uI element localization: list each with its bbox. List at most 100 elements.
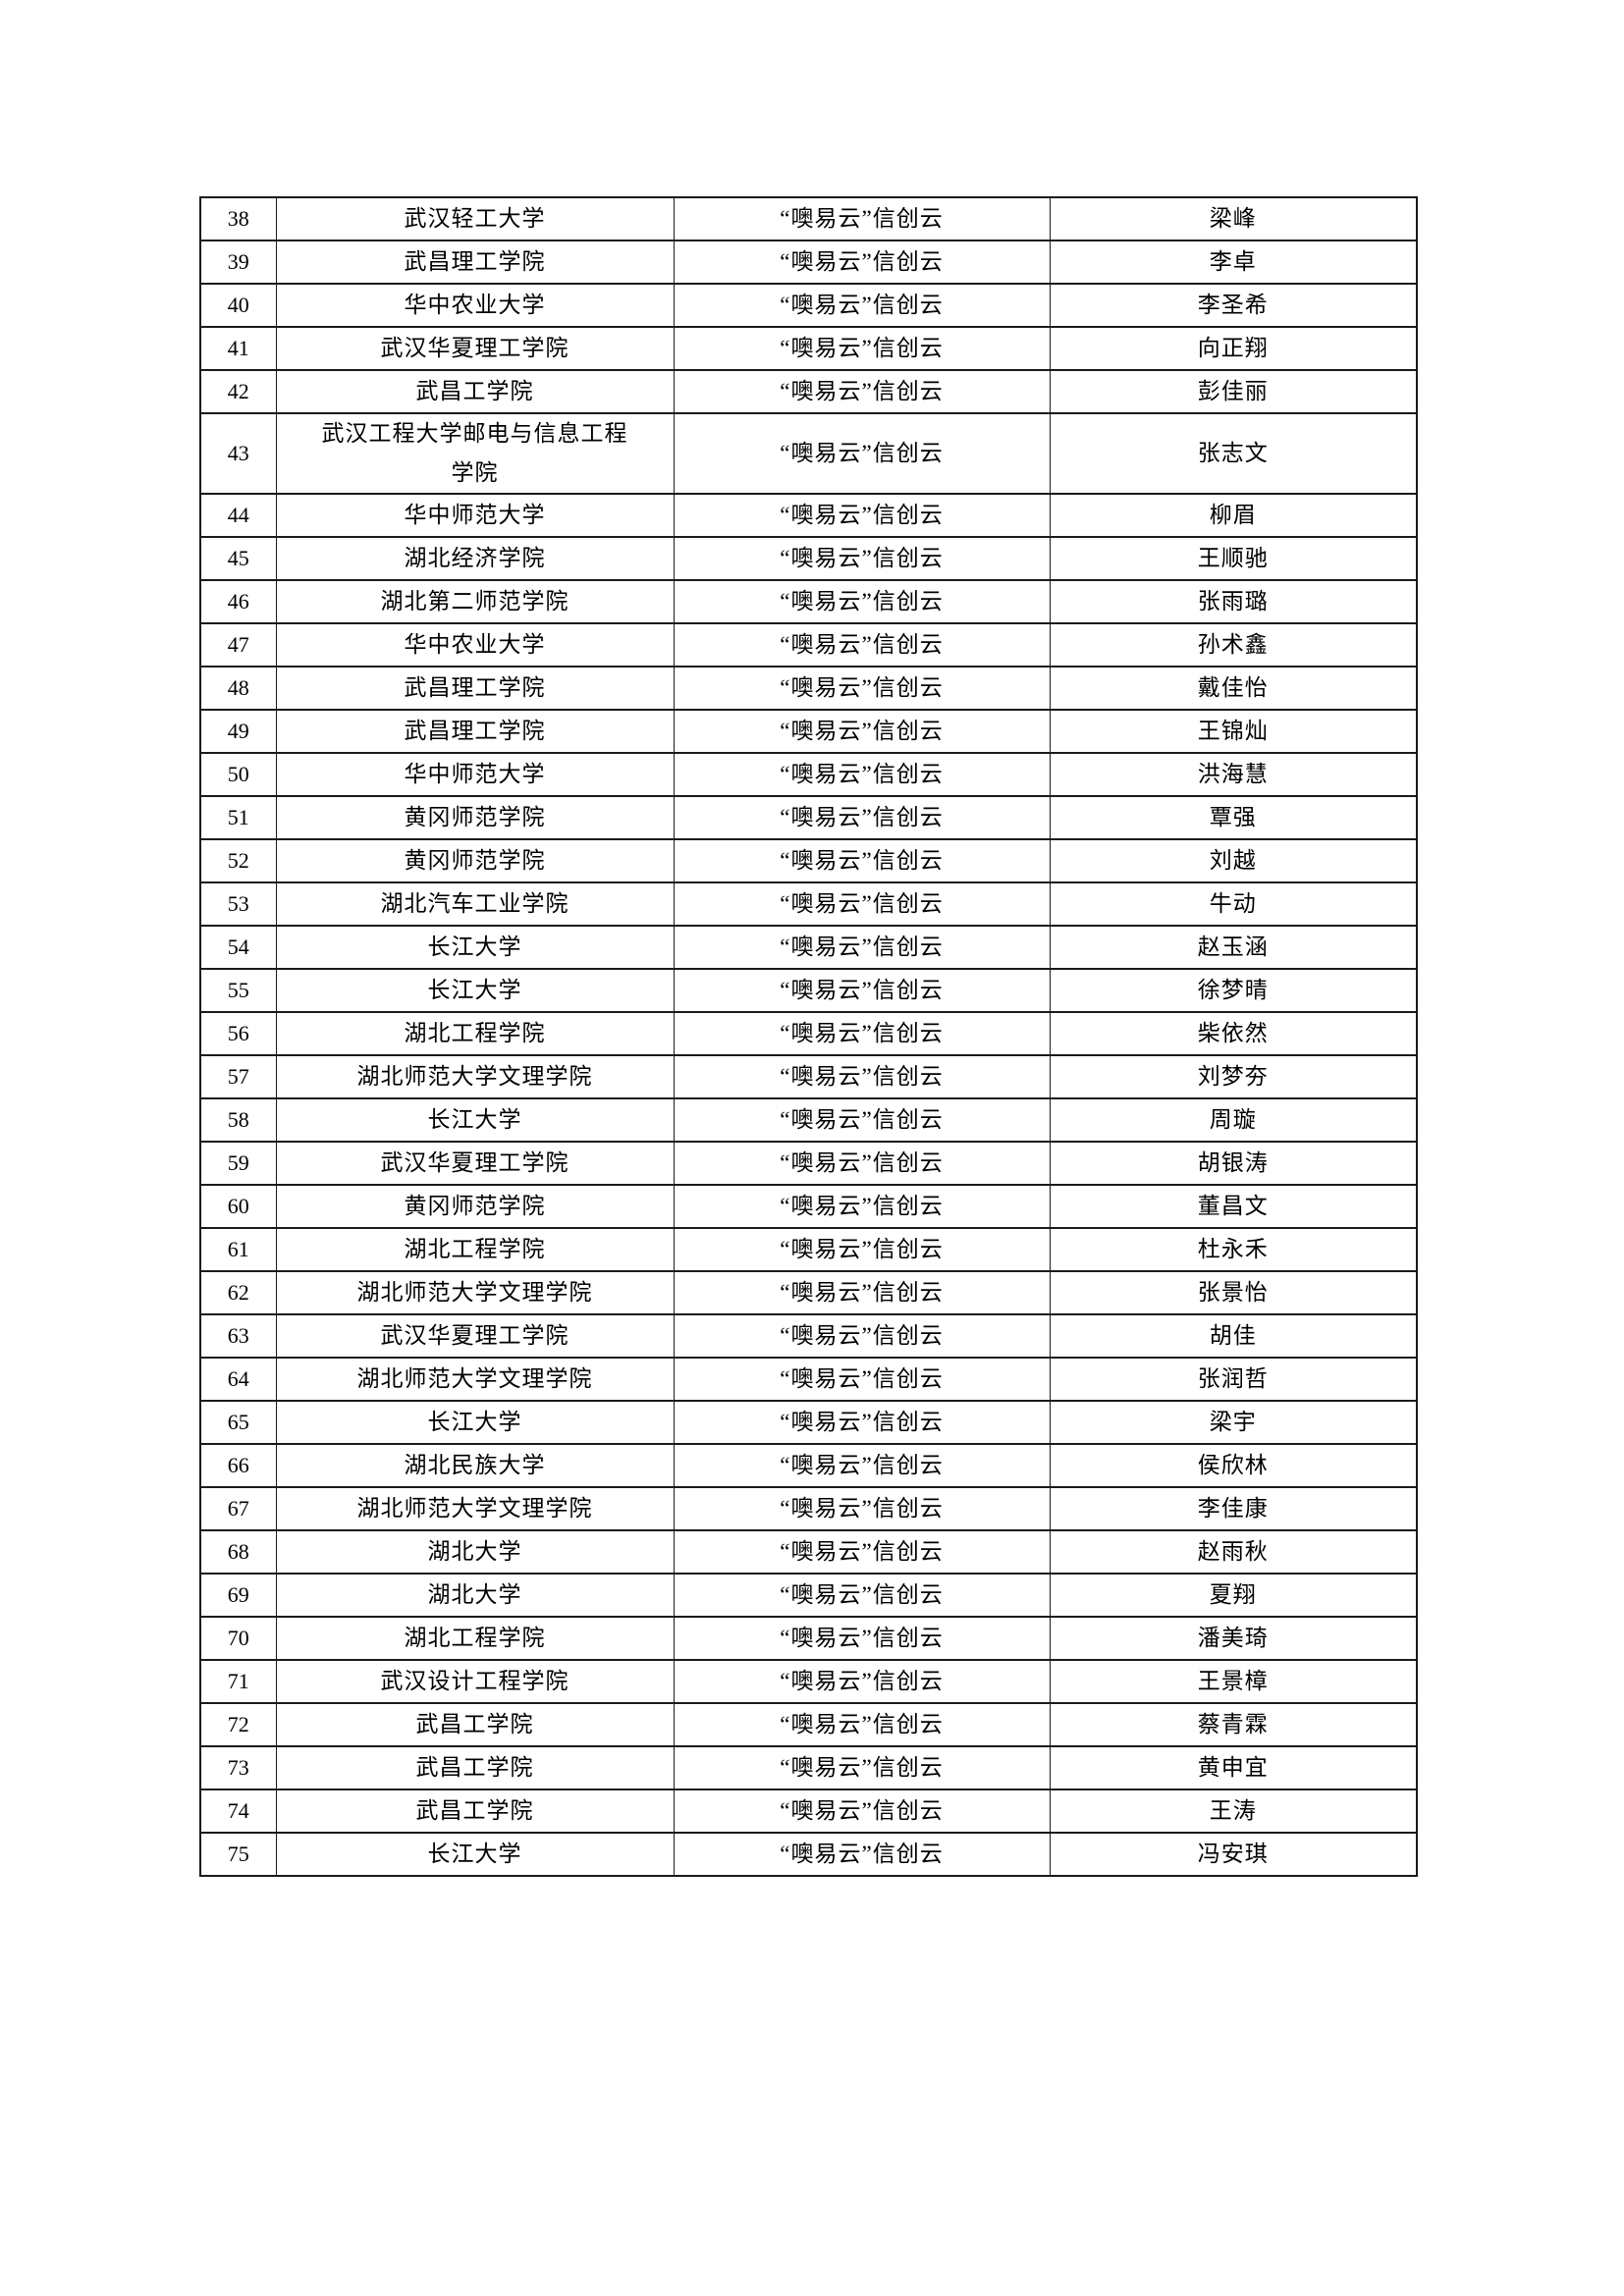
table-row: 55 长江大学 “噢易云”信创云 徐梦晴: [199, 968, 1418, 1013]
cell-name: 刘越: [1049, 838, 1418, 883]
cell-name: 胡银涛: [1049, 1141, 1418, 1186]
cell-name: 徐梦晴: [1049, 968, 1418, 1013]
cell-index: 54: [199, 925, 277, 970]
cell-index: 68: [199, 1529, 277, 1575]
cell-university: 武昌理工学院: [275, 709, 675, 754]
table-row: 57 湖北师范大学文理学院 “噢易云”信创云 刘梦夯: [199, 1054, 1418, 1099]
cell-index: 41: [199, 326, 277, 371]
cell-name: 侯欣林: [1049, 1443, 1418, 1488]
cell-university: 黄冈师范学院: [275, 795, 675, 840]
table-row: 48 武昌理工学院 “噢易云”信创云 戴佳怡: [199, 666, 1418, 711]
table-row: 42 武昌工学院 “噢易云”信创云 彭佳丽: [199, 369, 1418, 414]
cell-university: 武汉华夏理工学院: [275, 1141, 675, 1186]
cell-university: 湖北工程学院: [275, 1227, 675, 1272]
cell-name: 张景怡: [1049, 1270, 1418, 1315]
table-row: 59 武汉华夏理工学院 “噢易云”信创云 胡银涛: [199, 1141, 1418, 1186]
cell-index: 64: [199, 1357, 277, 1402]
cell-name: 孙术鑫: [1049, 622, 1418, 667]
table-row: 61 湖北工程学院 “噢易云”信创云 杜永禾: [199, 1227, 1418, 1272]
cell-index: 52: [199, 838, 277, 883]
cell-university: 湖北师范大学文理学院: [275, 1054, 675, 1099]
table-row: 66 湖北民族大学 “噢易云”信创云 侯欣林: [199, 1443, 1418, 1488]
table-row: 38 武汉轻工大学 “噢易云”信创云 梁峰: [199, 196, 1418, 241]
cell-cloud: “噢易云”信创云: [673, 326, 1051, 371]
table-row: 60 黄冈师范学院 “噢易云”信创云 董昌文: [199, 1184, 1418, 1229]
cell-cloud: “噢易云”信创云: [673, 1400, 1051, 1445]
table-row: 43 武汉工程大学邮电与信息工程 学院 “噢易云”信创云 张志文: [199, 412, 1418, 495]
cell-university: 湖北第二师范学院: [275, 579, 675, 624]
cell-name: 李圣希: [1049, 283, 1418, 328]
cell-cloud: “噢易云”信创云: [673, 1313, 1051, 1359]
cell-university: 武昌工学院: [275, 369, 675, 414]
cell-name: 蔡青霖: [1049, 1702, 1418, 1747]
cell-index: 62: [199, 1270, 277, 1315]
cell-cloud: “噢易云”信创云: [673, 196, 1051, 241]
cell-university: 华中师范大学: [275, 493, 675, 538]
cell-cloud: “噢易云”信创云: [673, 752, 1051, 797]
cell-university: 武汉工程大学邮电与信息工程 学院: [275, 412, 675, 495]
cell-university: 武汉华夏理工学院: [275, 326, 675, 371]
cell-cloud: “噢易云”信创云: [673, 1745, 1051, 1790]
cell-cloud: “噢易云”信创云: [673, 579, 1051, 624]
cell-cloud: “噢易云”信创云: [673, 622, 1051, 667]
cell-index: 38: [199, 196, 277, 241]
cell-cloud: “噢易云”信创云: [673, 493, 1051, 538]
cell-index: 45: [199, 536, 277, 581]
cell-index: 46: [199, 579, 277, 624]
cell-index: 74: [199, 1789, 277, 1834]
cell-name: 洪海慧: [1049, 752, 1418, 797]
table-row: 53 湖北汽车工业学院 “噢易云”信创云 牛动: [199, 881, 1418, 927]
cell-university: 湖北工程学院: [275, 1616, 675, 1661]
cell-university: 湖北汽车工业学院: [275, 881, 675, 927]
cell-cloud: “噢易云”信创云: [673, 1529, 1051, 1575]
cell-cloud: “噢易云”信创云: [673, 1227, 1051, 1272]
award-table-body: 38 武汉轻工大学 “噢易云”信创云 梁峰 39 武昌理工学院 “噢易云”信创云 李卓 40 华中…: [199, 196, 1418, 1877]
award-table: 38 武汉轻工大学 “噢易云”信创云 梁峰 39 武昌理工学院 “噢易云”信创云 李卓 40 华中…: [199, 196, 1418, 1877]
cell-name: 潘美琦: [1049, 1616, 1418, 1661]
cell-name: 彭佳丽: [1049, 369, 1418, 414]
cell-name: 李卓: [1049, 240, 1418, 285]
cell-university: 武汉轻工大学: [275, 196, 675, 241]
cell-index: 66: [199, 1443, 277, 1488]
table-row: 41 武汉华夏理工学院 “噢易云”信创云 向正翔: [199, 326, 1418, 371]
table-row: 49 武昌理工学院 “噢易云”信创云 王锦灿: [199, 709, 1418, 754]
cell-cloud: “噢易云”信创云: [673, 283, 1051, 328]
cell-cloud: “噢易云”信创云: [673, 1832, 1051, 1877]
table-row: 51 黄冈师范学院 “噢易云”信创云 覃强: [199, 795, 1418, 840]
table-row: 58 长江大学 “噢易云”信创云 周璇: [199, 1097, 1418, 1143]
cell-name: 赵玉涵: [1049, 925, 1418, 970]
cell-index: 71: [199, 1659, 277, 1704]
cell-university: 湖北师范大学文理学院: [275, 1357, 675, 1402]
cell-name: 柳眉: [1049, 493, 1418, 538]
table-row: 64 湖北师范大学文理学院 “噢易云”信创云 张润哲: [199, 1357, 1418, 1402]
cell-university: 湖北大学: [275, 1529, 675, 1575]
table-row: 46 湖北第二师范学院 “噢易云”信创云 张雨璐: [199, 579, 1418, 624]
table-row: 75 长江大学 “噢易云”信创云 冯安琪: [199, 1832, 1418, 1877]
table-row: 50 华中师范大学 “噢易云”信创云 洪海慧: [199, 752, 1418, 797]
cell-index: 57: [199, 1054, 277, 1099]
cell-cloud: “噢易云”信创云: [673, 1443, 1051, 1488]
cell-name: 冯安琪: [1049, 1832, 1418, 1877]
cell-name: 周璇: [1049, 1097, 1418, 1143]
cell-cloud: “噢易云”信创云: [673, 1702, 1051, 1747]
cell-cloud: “噢易云”信创云: [673, 709, 1051, 754]
cell-university: 黄冈师范学院: [275, 1184, 675, 1229]
cell-cloud: “噢易云”信创云: [673, 1054, 1051, 1099]
table-row: 73 武昌工学院 “噢易云”信创云 黄申宜: [199, 1745, 1418, 1790]
cell-index: 53: [199, 881, 277, 927]
cell-index: 60: [199, 1184, 277, 1229]
cell-name: 梁宇: [1049, 1400, 1418, 1445]
cell-index: 55: [199, 968, 277, 1013]
cell-name: 戴佳怡: [1049, 666, 1418, 711]
cell-cloud: “噢易云”信创云: [673, 1270, 1051, 1315]
cell-name: 胡佳: [1049, 1313, 1418, 1359]
cell-university: 武昌理工学院: [275, 666, 675, 711]
cell-name: 黄申宜: [1049, 1745, 1418, 1790]
cell-name: 柴依然: [1049, 1011, 1418, 1056]
cell-name: 王景樟: [1049, 1659, 1418, 1704]
cell-university: 武昌工学院: [275, 1789, 675, 1834]
cell-cloud: “噢易云”信创云: [673, 240, 1051, 285]
cell-cloud: “噢易云”信创云: [673, 968, 1051, 1013]
cell-name: 张润哲: [1049, 1357, 1418, 1402]
cell-university: 华中农业大学: [275, 283, 675, 328]
